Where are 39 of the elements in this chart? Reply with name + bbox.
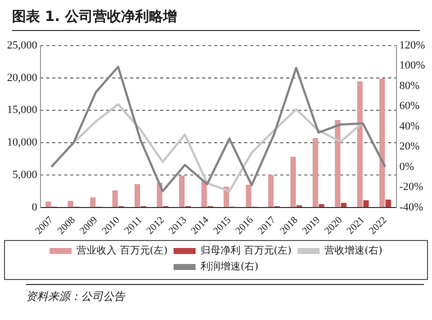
chart-title: 图表 1. 公司营收净利略增 — [12, 8, 177, 26]
bar — [386, 200, 392, 207]
bar — [90, 197, 96, 207]
legend-label: 归母净利 百万元(左) — [200, 244, 292, 257]
y2-tick-label: 80% — [399, 80, 420, 92]
y2-tick-label: 40% — [399, 120, 420, 132]
y2-tick-label: 60% — [399, 100, 420, 112]
y-tick-label: 10,000 — [7, 136, 38, 149]
y-tick-label: 5,000 — [12, 168, 38, 181]
y2-tick-label: 120% — [399, 39, 426, 52]
legend-label: 营收增速(右) — [324, 244, 382, 257]
bar — [246, 184, 252, 207]
y-tick-label: 20,000 — [7, 72, 38, 84]
y-tick-label: 15,000 — [7, 104, 38, 116]
y2-tick-label: 0% — [399, 160, 414, 173]
bar — [268, 175, 274, 207]
bar — [134, 184, 140, 207]
bar — [179, 176, 185, 207]
legend-label: 营业收入 百万元(左) — [76, 244, 168, 257]
bar — [379, 78, 385, 207]
legend-label: 利润增速(右) — [200, 260, 258, 273]
bar — [312, 138, 318, 207]
bar — [46, 202, 52, 207]
bar — [68, 200, 74, 207]
y2-tick-label: 20% — [399, 140, 420, 153]
bar — [318, 204, 324, 207]
bar — [357, 81, 363, 207]
y2-tick-label: -20% — [399, 181, 424, 194]
y2-tick-label: -40% — [399, 201, 424, 214]
bar — [112, 190, 118, 207]
y-tick-label: 25,000 — [7, 39, 38, 52]
y2-tick-label: 100% — [399, 60, 426, 72]
bar — [290, 156, 296, 207]
bar — [363, 200, 369, 207]
x-tick-label: 2011 — [122, 214, 144, 236]
text: 资料来源：公司公告 — [26, 289, 125, 304]
y-tick-label: 0 — [32, 201, 38, 214]
bar — [334, 120, 340, 207]
bar — [341, 202, 347, 207]
